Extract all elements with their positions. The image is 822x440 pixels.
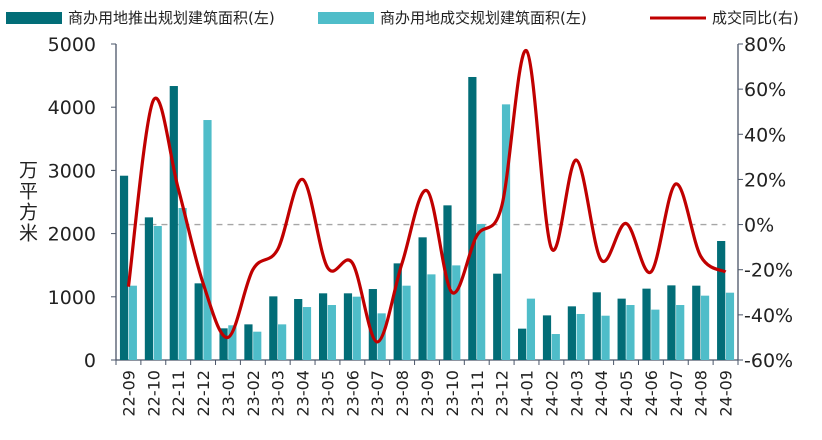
x-tick-label: 23-04 [294,370,313,417]
x-tick-label: 24-01 [518,370,537,417]
x-tick-label: 23-10 [443,370,462,417]
bar-transaction [253,331,262,360]
x-tick-label: 23-11 [468,370,487,417]
y-tick-label-left: 3000 [48,160,96,182]
y-tick-label-right: 60% [744,79,786,101]
x-tick-label: 24-02 [542,370,561,417]
bar-supply [567,306,576,360]
bar-transaction [153,226,162,360]
x-tick-label: 22-10 [144,370,163,417]
bar-transaction [676,305,685,360]
bar-transaction [477,223,486,360]
x-tick-label: 23-08 [393,370,412,417]
bar-supply [194,283,203,360]
bar-transaction [302,307,312,360]
legend-label-transaction: 商办用地成交规划建筑面积(左) [380,9,587,27]
bar-supply [294,299,303,360]
bar-transaction [228,325,237,360]
bar-supply [144,217,154,360]
y-tick-label-left: 5000 [48,34,96,56]
bar-supply [592,292,601,360]
y-tick-label-left: 0 [84,350,96,372]
x-tick-label: 24-04 [592,370,611,417]
x-tick-label: 22-11 [169,370,188,417]
yoy-line [126,49,727,344]
x-tick-label: 24-09 [717,370,736,417]
bar-transaction [501,104,511,360]
bar-supply [493,273,502,360]
y-tick-label-left: 1000 [48,287,96,309]
bar-supply [667,285,676,360]
bar-transaction [352,296,361,360]
x-tick-label: 24-07 [667,370,686,417]
y-tick-label-right: 0% [744,215,774,237]
y-tick-label-right: 40% [744,124,786,146]
bar-supply [418,237,427,360]
x-tick-label: 23-01 [219,370,238,417]
y-tick-label-right: 80% [744,34,786,56]
bar-transaction [327,305,336,360]
legend-label-yoy: 成交同比(右) [712,9,799,27]
y-tick-label-right: 20% [744,169,786,191]
x-tick-label: 22-09 [119,370,138,417]
bar-supply [518,328,527,360]
bar-transaction [427,274,436,360]
y-tick-label-left: 4000 [48,97,96,119]
bar-transaction [626,305,635,360]
legend-swatch-supply [6,12,62,24]
bar-transaction [551,334,560,360]
bar-supply [244,324,253,360]
x-tick-label: 23-12 [493,370,512,417]
bar-transaction [452,265,461,360]
bar-transaction [651,309,660,360]
x-tick-label: 23-09 [418,370,437,417]
x-tick-label: 23-07 [368,370,387,417]
bar-transaction [278,324,287,360]
bar-supply [219,328,228,360]
bar-transaction [601,315,610,360]
y-axis-left-label: 万平方米 [16,160,38,244]
legend-swatch-transaction [318,12,374,24]
bar-supply [692,285,701,360]
bar-transaction [576,313,585,360]
bar-transaction [402,285,411,360]
bar-transaction [526,298,536,360]
x-tick-label: 23-03 [269,370,288,417]
x-tick-label: 23-05 [318,370,337,417]
y-tick-label-left: 2000 [48,224,96,246]
bar-transaction [128,285,137,360]
bar-transaction [203,120,212,360]
x-tick-label: 24-03 [567,370,586,417]
x-tick-label: 23-06 [343,370,362,417]
x-tick-label: 22-12 [194,370,213,417]
bar-supply [169,86,178,360]
bar-transaction [700,295,710,360]
bar-supply [468,76,477,360]
bar-transaction [178,208,187,360]
bar-supply [368,289,377,360]
bar-supply [119,175,129,360]
bar-supply [269,296,278,360]
bar-supply [343,293,353,360]
bar-supply [393,263,402,360]
bar-transaction [725,292,735,360]
legend-label-supply: 商办用地推出规划建筑面积(左) [68,9,275,27]
legend: 商办用地推出规划建筑面积(左) 商办用地成交规划建筑面积(左) 成交同比(右) [6,9,799,27]
x-tick-label: 24-08 [692,370,711,417]
y-tick-label-right: -60% [744,350,793,372]
y-tick-label-right: -20% [744,260,793,282]
x-tick-label: 24-05 [617,370,636,417]
x-tick-label: 24-06 [642,370,661,417]
bar-supply [617,298,626,360]
bar-supply [717,240,726,360]
y-tick-label-right: -40% [744,305,793,327]
x-tick-label: 23-02 [244,370,263,417]
bar-supply [318,293,328,360]
bar-supply [642,288,651,360]
bar-supply [542,315,552,360]
